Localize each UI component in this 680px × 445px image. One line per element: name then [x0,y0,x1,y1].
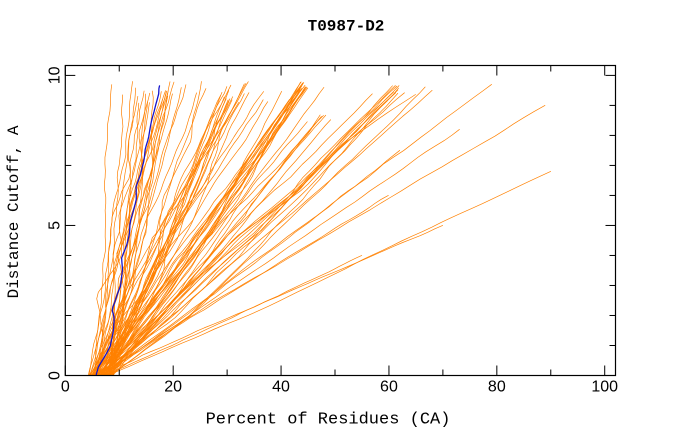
svg-text:100: 100 [591,379,618,396]
svg-text:5: 5 [47,221,64,230]
svg-text:10: 10 [47,66,64,84]
svg-text:T0987-D2: T0987-D2 [308,18,385,36]
svg-text:20: 20 [164,379,182,396]
svg-text:Percent of Residues (CA): Percent of Residues (CA) [206,411,451,430]
svg-text:Distance Cutoff, A: Distance Cutoff, A [5,125,23,298]
svg-text:80: 80 [488,379,506,396]
svg-text:0: 0 [47,371,64,380]
svg-text:0: 0 [61,379,70,396]
svg-text:40: 40 [272,379,290,396]
svg-text:60: 60 [380,379,398,396]
